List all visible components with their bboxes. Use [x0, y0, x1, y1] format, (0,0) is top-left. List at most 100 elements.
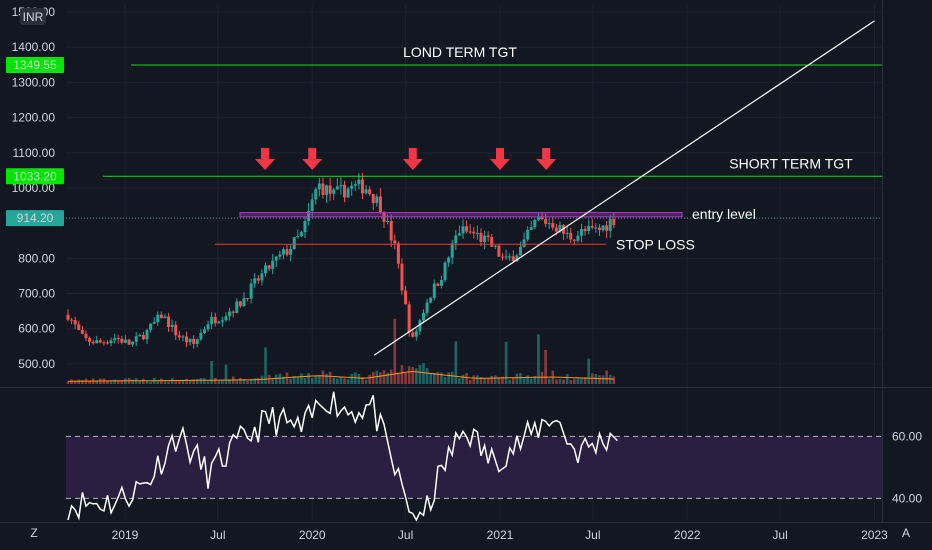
- candle-body: [134, 336, 138, 342]
- price-label-text: 1349.55: [13, 58, 57, 72]
- candle-body: [346, 188, 350, 198]
- candle-body: [414, 331, 418, 337]
- candle-body: [292, 237, 296, 249]
- volume-bar: [174, 379, 178, 384]
- volume-bar: [483, 377, 486, 384]
- volume-bar: [537, 334, 540, 384]
- volume-bar: [210, 360, 213, 384]
- volume-bar: [494, 375, 497, 384]
- price-tick-label: 800.00: [18, 251, 55, 265]
- candle-body: [511, 256, 515, 262]
- volume-bar: [361, 377, 364, 384]
- volume-bar: [339, 376, 343, 384]
- volume-bar: [310, 377, 314, 384]
- volume-bar: [379, 372, 382, 384]
- volume-bar: [447, 372, 450, 384]
- candle-body: [364, 189, 368, 194]
- volume-bar: [282, 376, 285, 384]
- volume-bar: [343, 378, 346, 384]
- volume-bar: [490, 375, 494, 384]
- volume-bar: [562, 379, 565, 384]
- candle-body: [400, 263, 404, 291]
- candle-body: [457, 233, 461, 236]
- volume-bar: [81, 380, 84, 384]
- volume-bar: [544, 349, 547, 384]
- candle-body: [483, 235, 487, 242]
- volume-bar: [239, 378, 242, 384]
- volume-bar: [601, 375, 605, 384]
- candle-body: [174, 324, 178, 336]
- resistance-arrow: [536, 148, 557, 170]
- time-tick-label: Jul: [210, 528, 225, 542]
- price-tick-label: 1400.00: [12, 40, 56, 54]
- volume-bar: [458, 378, 461, 384]
- resistance-arrow: [490, 148, 510, 170]
- candle-body: [274, 256, 278, 261]
- volume-bar: [407, 366, 411, 384]
- volume-bar: [346, 379, 350, 384]
- candle-body: [98, 340, 102, 343]
- candle-body: [202, 329, 206, 334]
- candle-body: [242, 298, 246, 307]
- volume-bar: [307, 373, 310, 384]
- volume-bar: [397, 372, 400, 384]
- time-tick-label: Jul: [772, 528, 787, 542]
- volume-bar: [181, 379, 185, 384]
- candle-body: [235, 301, 239, 313]
- volume-bar: [70, 379, 73, 384]
- candle-body: [429, 297, 433, 303]
- candle-body: [436, 283, 440, 286]
- volume-bar: [465, 373, 468, 384]
- candle-body: [411, 332, 415, 337]
- candle-body: [378, 196, 382, 213]
- candle-body: [439, 279, 443, 286]
- price-tick-label: 1300.00: [12, 75, 56, 89]
- candle-body: [224, 316, 228, 321]
- candle-body: [206, 324, 210, 330]
- candle-body: [73, 320, 77, 325]
- volume-bar: [88, 380, 91, 384]
- candle-body: [522, 239, 526, 248]
- time-tick-label: 2019: [112, 528, 139, 542]
- candle-body: [185, 336, 189, 343]
- volume-bar: [246, 380, 249, 384]
- volume-bar: [533, 376, 537, 384]
- volume-bar: [253, 378, 257, 384]
- volume-bar: [167, 381, 170, 384]
- candle-body: [91, 341, 95, 344]
- candle-body: [238, 301, 242, 307]
- volume-bar: [461, 374, 465, 384]
- candle-body: [544, 219, 548, 224]
- volume-bar: [149, 381, 152, 384]
- candle-body: [332, 189, 336, 194]
- price-label-background: [6, 210, 64, 227]
- candle-body: [396, 243, 400, 264]
- volume-bar: [576, 378, 580, 384]
- volume-bar: [303, 377, 307, 384]
- candle-body: [109, 340, 113, 344]
- timezone-button[interactable]: Z: [30, 526, 37, 540]
- candle-body: [116, 338, 120, 340]
- candle-body: [289, 248, 293, 255]
- volume-bar: [242, 379, 246, 384]
- volume-bar: [436, 371, 440, 384]
- chart-grid: [66, 5, 882, 520]
- volume-bar: [325, 373, 328, 384]
- volume-bar: [472, 375, 476, 384]
- volume-bar: [109, 381, 113, 384]
- auto-scale-button[interactable]: A: [902, 526, 910, 540]
- volume-bar: [296, 377, 300, 384]
- time-tick-label: 2020: [299, 528, 326, 542]
- volume-bar: [364, 379, 368, 384]
- volume-bar: [278, 373, 282, 384]
- currency-badge[interactable]: [20, 8, 46, 25]
- candle-body: [529, 227, 533, 230]
- candle-body: [501, 256, 505, 258]
- volume-bar: [573, 379, 576, 384]
- candle-body: [70, 319, 74, 321]
- volume-bar: [605, 370, 608, 384]
- candle-body: [547, 223, 551, 225]
- candle-body: [608, 219, 612, 231]
